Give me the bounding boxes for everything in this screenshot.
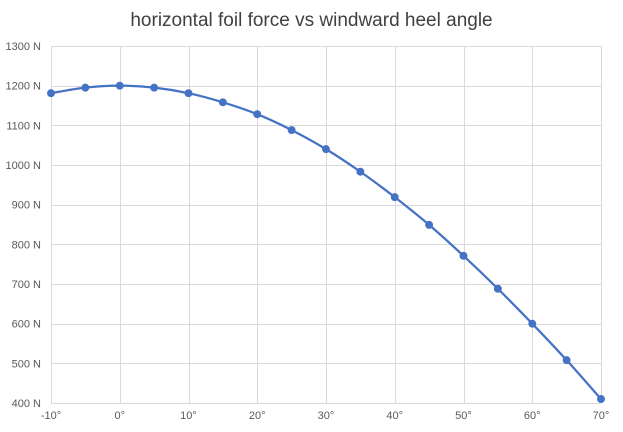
y-axis-labels: 400 N 500 N 600 N 700 N 800 N 900 N 1000 N 1100… bbox=[6, 41, 42, 410]
y-tick-label: 1200 N bbox=[6, 81, 42, 93]
x-tick-label: 40° bbox=[386, 410, 403, 422]
y-tick-label: 1300 N bbox=[6, 41, 42, 53]
data-point bbox=[253, 110, 262, 119]
y-tick-label: 700 N bbox=[12, 279, 41, 291]
series-markers bbox=[47, 81, 605, 404]
x-axis-labels: -10° 0° 10° 20° 30° 40° 50° 60° 70° bbox=[41, 410, 609, 422]
x-tick-label: 60° bbox=[524, 410, 541, 422]
data-point bbox=[425, 220, 434, 229]
y-tick-label: 500 N bbox=[12, 358, 41, 370]
y-tick-label: 900 N bbox=[12, 200, 41, 212]
x-tick-label: 30° bbox=[318, 410, 335, 422]
chart-title: horizontal foil force vs windward heel a… bbox=[130, 10, 493, 31]
data-point bbox=[459, 251, 468, 260]
data-point bbox=[287, 126, 296, 135]
x-tick-label: -10° bbox=[41, 410, 61, 422]
x-tick-label: 20° bbox=[249, 410, 266, 422]
data-point bbox=[562, 356, 571, 365]
data-point bbox=[150, 83, 159, 92]
data-point bbox=[493, 284, 502, 293]
data-point bbox=[528, 319, 537, 328]
x-tick-label: 10° bbox=[180, 410, 197, 422]
data-point bbox=[390, 193, 399, 202]
y-tick-label: 1100 N bbox=[6, 120, 41, 132]
data-point bbox=[184, 89, 193, 98]
x-tick-label: 70° bbox=[593, 410, 610, 422]
data-point bbox=[47, 89, 55, 98]
data-point bbox=[115, 81, 124, 90]
y-tick-label: 400 N bbox=[12, 398, 41, 410]
y-tick-label: 800 N bbox=[12, 239, 41, 251]
data-point bbox=[356, 167, 365, 176]
gridlines bbox=[51, 46, 602, 404]
data-point bbox=[597, 395, 605, 404]
y-tick-label: 1000 N bbox=[6, 160, 42, 172]
x-tick-label: 50° bbox=[455, 410, 472, 422]
data-point bbox=[81, 83, 90, 92]
y-tick-label: 600 N bbox=[12, 319, 41, 331]
data-point bbox=[218, 98, 227, 107]
x-tick-label: 0° bbox=[114, 410, 125, 422]
data-point bbox=[322, 145, 330, 154]
